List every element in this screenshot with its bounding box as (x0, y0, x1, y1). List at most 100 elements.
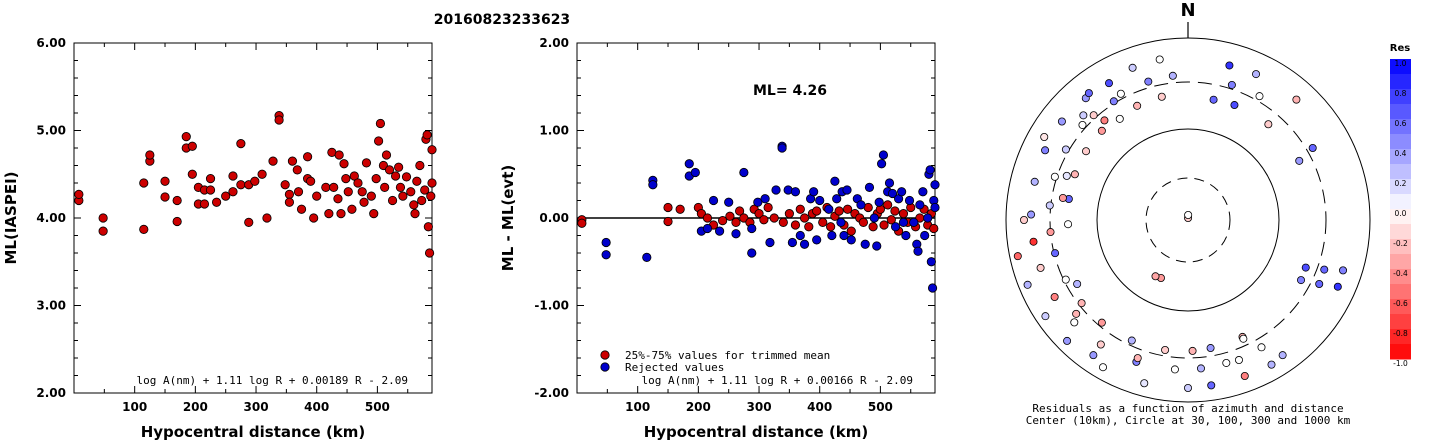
p2-point (920, 230, 930, 241)
p2-ytick-label: -2.00 (534, 386, 569, 400)
station-point (1188, 346, 1197, 355)
station-point (1036, 263, 1045, 272)
station-point (1030, 177, 1039, 186)
colorbar-tick-label: 1.0 (1395, 59, 1407, 68)
station-point (1161, 345, 1170, 354)
p2-point (923, 213, 933, 223)
p2-point (724, 197, 734, 207)
colorbar-cell (1390, 239, 1411, 255)
station-point (1115, 114, 1124, 123)
p2-ytick-label: 1.00 (539, 124, 569, 138)
p1-point (380, 182, 390, 192)
station-point (1227, 80, 1236, 89)
legend-red-marker (600, 350, 610, 360)
station-point (1333, 282, 1342, 291)
panel2-ylabel: ML - ML(evt) (499, 165, 517, 271)
station-point (1050, 172, 1059, 181)
p2-point (913, 246, 923, 256)
p2-point (826, 222, 836, 232)
p1-point (293, 187, 304, 197)
station-point (1070, 318, 1079, 327)
station-point (1196, 364, 1205, 373)
p2-point (747, 223, 757, 234)
station-point (1128, 63, 1137, 72)
station-point (1239, 334, 1248, 343)
station-point (1084, 89, 1093, 98)
p2-point (872, 241, 882, 251)
station-point (1155, 55, 1164, 64)
p2-point (809, 187, 819, 197)
p1-point (74, 189, 84, 199)
station-point (1133, 101, 1142, 110)
p1-point (343, 187, 353, 197)
p1-point (339, 159, 349, 169)
p1-point (244, 217, 254, 227)
panel2-axis-ticks: 100 200 300 400 500 -2.00 -1.00 0.00 1.00 2.00 (534, 36, 935, 414)
p2-point (759, 215, 769, 225)
p2-point (834, 206, 844, 216)
panel-ml-iaspei: 100 200 300 400 500 2.00 3.00 4.00 5.00 6.00 Hypo… (2, 36, 437, 441)
panel1-points (74, 111, 437, 258)
colorbar-cell (1390, 254, 1411, 270)
colorbar-cell (1390, 209, 1411, 225)
station-point (1029, 237, 1038, 246)
panel1-formula: log A(nm) + 1.11 log R + 0.00189 R - 2.0… (136, 374, 408, 387)
station-point (1144, 77, 1153, 86)
station-point (1278, 351, 1287, 360)
p1-xtick-label: 300 (244, 400, 269, 414)
p2-point (663, 216, 673, 227)
colorbar-tick-label: -0.6 (1393, 299, 1408, 308)
p1-point (420, 185, 430, 195)
p1-point (139, 178, 149, 188)
p2-point (790, 187, 801, 197)
p2-point (601, 237, 611, 248)
colorbar-cell (1390, 104, 1411, 120)
colorbar-cell (1390, 149, 1411, 165)
p1-point (172, 195, 182, 206)
p1-point (366, 191, 376, 201)
p1-ytick-label: 3.00 (36, 299, 66, 313)
p2-point (904, 195, 915, 206)
p2-point (856, 200, 866, 210)
p2-point (883, 200, 893, 210)
p1-point (274, 115, 284, 125)
p2-point (777, 143, 787, 153)
station-point (1127, 336, 1136, 345)
p1-point (427, 145, 437, 155)
station-point (1206, 344, 1215, 353)
p2-point (815, 195, 825, 206)
p1-point (333, 194, 343, 204)
panel2-formula: log A(nm) + 1.11 log R + 0.00166 R - 2.0… (641, 374, 913, 387)
station-point (1168, 71, 1177, 80)
colorbar-cell (1390, 194, 1411, 210)
p2-point (909, 217, 919, 227)
station-point (1252, 70, 1261, 79)
p2-point (830, 176, 840, 186)
p1-xtick-label: 400 (304, 400, 329, 414)
panel1-xlabel: Hypocentral distance (km) (141, 423, 366, 441)
p2-point (702, 223, 713, 234)
colorbar-cell (1390, 299, 1411, 315)
colorbar-tick-label: -1.0 (1393, 359, 1408, 368)
p2-point (731, 217, 741, 227)
p1-point (187, 141, 197, 151)
p1-point (353, 178, 363, 188)
p1-point (415, 160, 425, 171)
p1-point (329, 182, 339, 192)
colorbar-cell (1390, 224, 1411, 240)
p1-point (228, 187, 238, 197)
p2-xtick-label: 200 (686, 400, 711, 414)
p2-point (827, 230, 837, 241)
p2-point (858, 217, 869, 227)
colorbar-tick-label: 0.0 (1395, 209, 1407, 218)
station-point (1020, 215, 1029, 224)
station-point (1023, 280, 1032, 289)
station-point (1099, 363, 1108, 372)
p2-point (747, 248, 757, 258)
colorbar-cell (1390, 344, 1411, 360)
p2-point (818, 217, 828, 227)
p2-point (769, 213, 779, 223)
p2-point (898, 209, 909, 219)
p1-point (236, 139, 246, 149)
p1-point (321, 182, 331, 192)
